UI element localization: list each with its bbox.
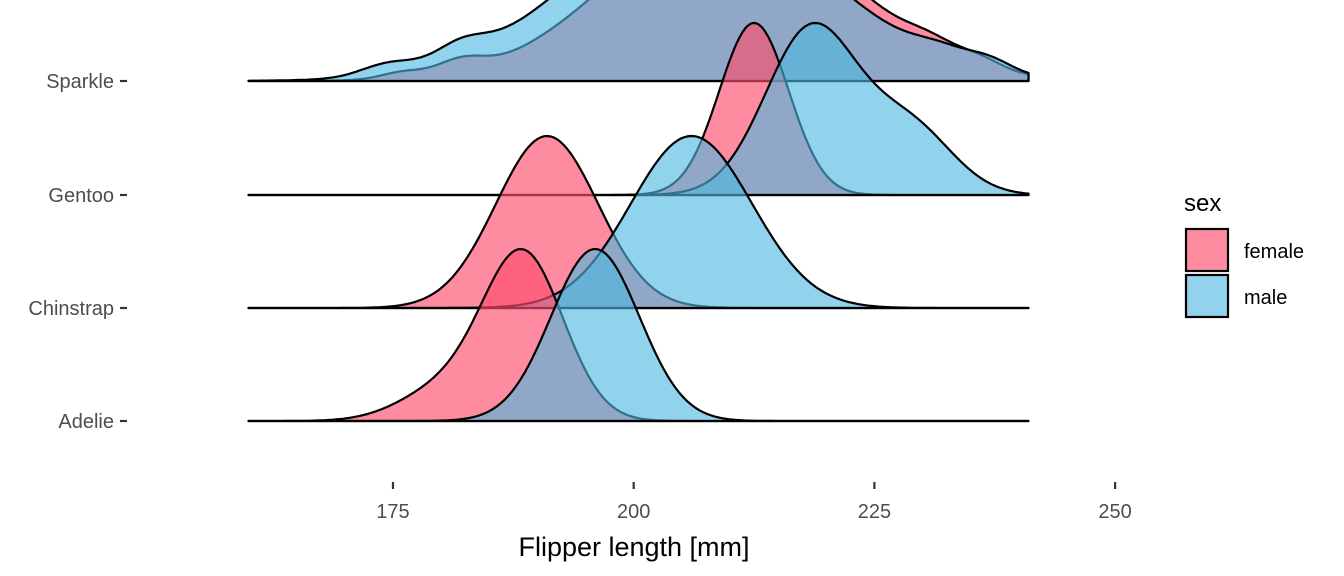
x-tick-label-175: 175 bbox=[376, 501, 409, 523]
y-tick-label-adelie: Adelie bbox=[58, 411, 114, 433]
x-tick-label-250: 250 bbox=[1098, 501, 1131, 523]
ridge-sparkle bbox=[247, 0, 1030, 83]
legend-label-male: male bbox=[1244, 287, 1287, 309]
legend-title: sex bbox=[1184, 190, 1221, 217]
y-tick-label-gentoo: Gentoo bbox=[48, 185, 114, 207]
legend-key-female bbox=[1184, 227, 1230, 273]
x-tick-label-225: 225 bbox=[858, 501, 891, 523]
density-chinstrap-male bbox=[247, 134, 1030, 310]
x-tick-label-200: 200 bbox=[617, 501, 650, 523]
x-axis-title: Flipper length [mm] bbox=[518, 532, 749, 562]
density-sparkle-male bbox=[247, 0, 1030, 83]
x-axis: 175 200 225 250 bbox=[376, 482, 1132, 523]
y-tick-label-sparkle: Sparkle bbox=[46, 71, 114, 93]
density-adelie-male bbox=[247, 247, 1030, 423]
y-tick-label-chinstrap: Chinstrap bbox=[28, 298, 114, 320]
legend: sex female male bbox=[1184, 190, 1304, 319]
legend-key-male bbox=[1184, 273, 1230, 319]
y-axis: Adelie Chinstrap Gentoo Sparkle bbox=[28, 71, 127, 433]
ridge-adelie bbox=[247, 247, 1030, 423]
legend-entry-female: female bbox=[1184, 227, 1304, 273]
legend-entries: female male bbox=[1184, 227, 1304, 319]
ridge-chinstrap bbox=[247, 134, 1030, 310]
legend-entry-male: male bbox=[1184, 273, 1287, 319]
legend-label-female: female bbox=[1244, 241, 1304, 263]
ridgeline-plot-area bbox=[247, 0, 1030, 423]
